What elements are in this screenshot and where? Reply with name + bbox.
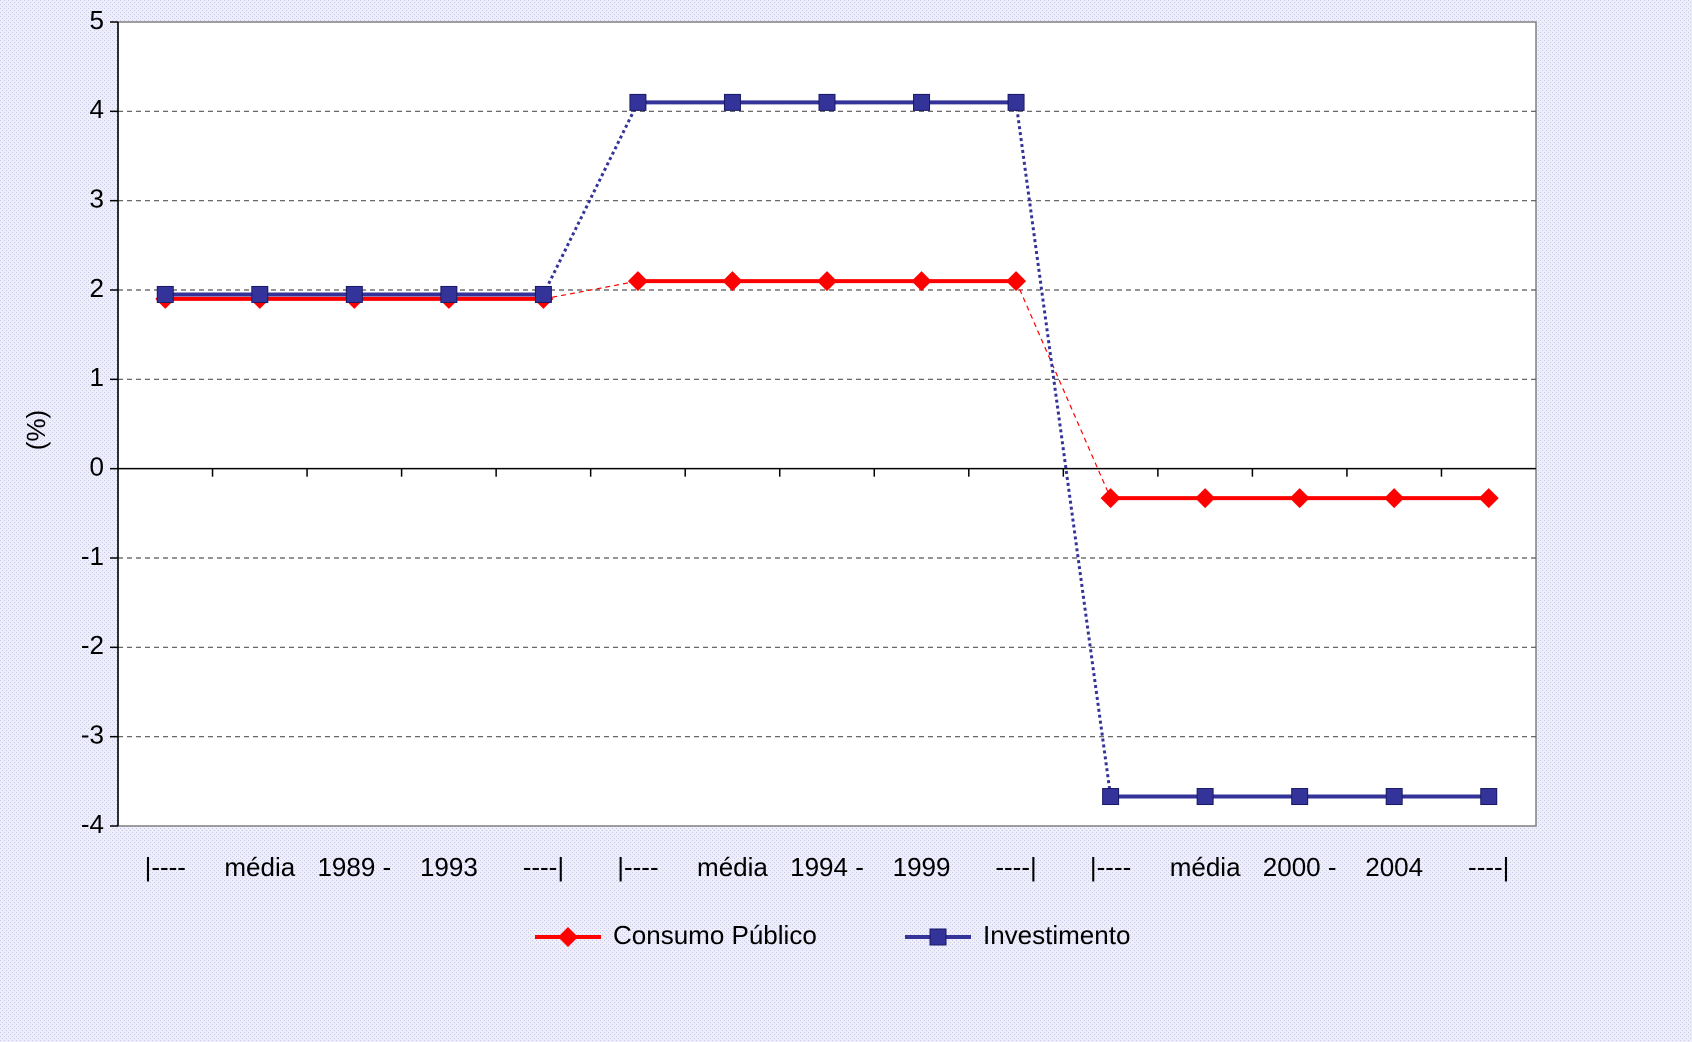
x-tick-label: ----| bbox=[523, 852, 564, 882]
data-point bbox=[1291, 788, 1309, 806]
y-axis-label: (%) bbox=[21, 410, 51, 450]
y-tick-label: 2 bbox=[90, 273, 104, 303]
data-point bbox=[1385, 788, 1403, 806]
data-point bbox=[1478, 488, 1499, 509]
x-tick-label: 2000 - bbox=[1263, 852, 1337, 882]
data-point bbox=[345, 285, 363, 303]
data-point bbox=[627, 271, 648, 292]
series-line bbox=[543, 280, 639, 300]
y-tick-label: 5 bbox=[90, 5, 104, 35]
x-tick-label: média bbox=[224, 852, 295, 882]
x-tick-label: |---- bbox=[617, 852, 658, 882]
x-tick-label: 2004 bbox=[1365, 852, 1423, 882]
legend-label: Investimento bbox=[983, 920, 1130, 950]
data-point bbox=[1006, 271, 1027, 292]
legend-marker bbox=[929, 928, 947, 946]
series-line bbox=[1014, 102, 1113, 797]
x-tick-label: 1994 - bbox=[790, 852, 864, 882]
data-point bbox=[817, 271, 837, 292]
data-point bbox=[440, 285, 458, 303]
data-point bbox=[1100, 488, 1121, 509]
y-tick-label: -1 bbox=[81, 541, 104, 571]
y-tick-label: 4 bbox=[90, 94, 104, 124]
x-tick-label: média bbox=[697, 852, 768, 882]
series-line bbox=[1015, 280, 1112, 499]
data-point bbox=[723, 93, 741, 111]
x-tick-label: ----| bbox=[995, 852, 1036, 882]
data-point bbox=[534, 285, 552, 303]
plot-area bbox=[117, 21, 1537, 827]
x-tick-label: 1989 - bbox=[317, 852, 391, 882]
data-point bbox=[629, 93, 647, 111]
legend-label: Consumo Público bbox=[613, 920, 817, 950]
data-point bbox=[911, 271, 932, 292]
y-tick-label: 0 bbox=[90, 452, 104, 482]
data-point bbox=[1384, 488, 1405, 509]
data-point bbox=[1480, 788, 1498, 806]
data-point bbox=[1102, 788, 1120, 806]
data-point bbox=[1289, 488, 1310, 509]
data-point bbox=[1196, 788, 1214, 806]
data-point bbox=[251, 285, 269, 303]
data-point bbox=[913, 93, 931, 111]
data-point bbox=[1195, 488, 1216, 509]
x-tick-label: média bbox=[1170, 852, 1241, 882]
y-tick-label: -3 bbox=[81, 720, 104, 750]
x-tick-label: |---- bbox=[1090, 852, 1131, 882]
y-tick-label: -2 bbox=[81, 630, 104, 660]
x-tick-label: 1993 bbox=[420, 852, 478, 882]
y-tick-label: 3 bbox=[90, 184, 104, 214]
x-tick-label: ----| bbox=[1468, 852, 1509, 882]
data-point bbox=[156, 285, 174, 303]
x-tick-label: |---- bbox=[145, 852, 186, 882]
y-tick-label: 1 bbox=[90, 362, 104, 392]
legend-marker bbox=[558, 927, 578, 947]
data-point bbox=[818, 93, 836, 111]
x-tick-label: 1999 bbox=[893, 852, 951, 882]
y-tick-label: -4 bbox=[81, 809, 104, 839]
data-point bbox=[1007, 93, 1025, 111]
data-point bbox=[722, 271, 743, 292]
